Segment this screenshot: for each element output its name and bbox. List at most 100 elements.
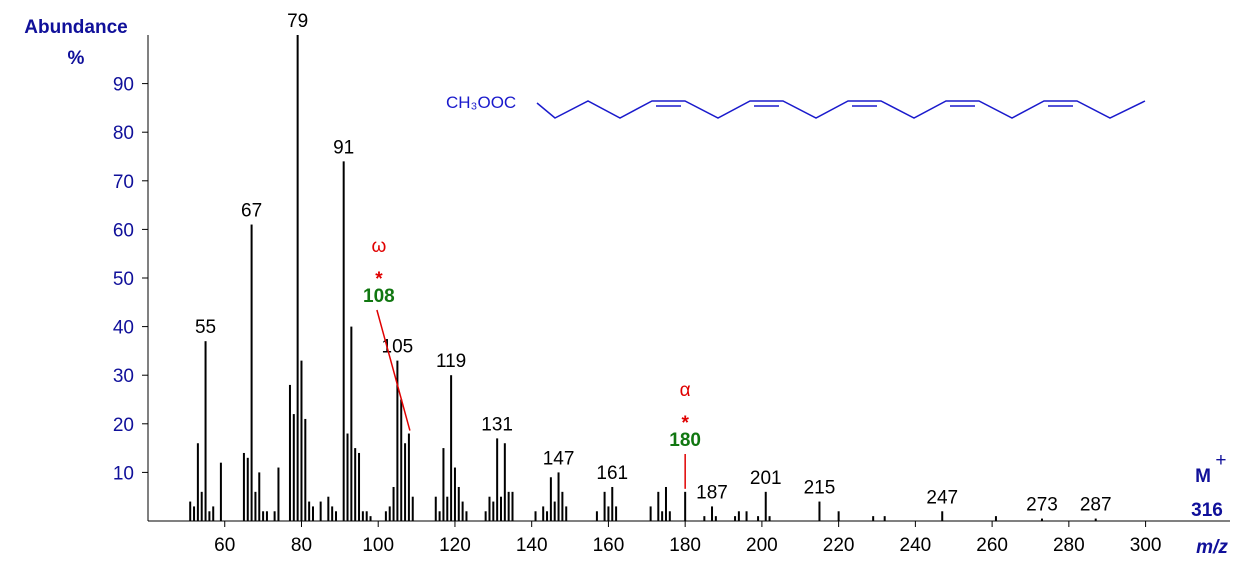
chain (536, 100, 1146, 119)
bar (446, 496, 449, 521)
bar (549, 477, 552, 521)
peak-label: 91 (333, 137, 354, 158)
bar (872, 516, 875, 521)
bar (768, 516, 771, 521)
bar (392, 486, 395, 521)
bar (534, 511, 537, 521)
x-tick-label: 120 (439, 535, 471, 556)
molecular-ion-label: M (1195, 466, 1211, 487)
bar (668, 511, 671, 521)
peak-label: 105 (382, 337, 414, 358)
bar (258, 472, 261, 521)
bar (684, 491, 687, 521)
peak-label: 201 (750, 468, 782, 489)
bar (711, 506, 714, 521)
bar (994, 516, 997, 521)
y-axis-unit: % (68, 48, 85, 69)
x-tick-label: 80 (291, 535, 312, 556)
bar (595, 511, 598, 521)
bar (465, 511, 468, 521)
bar (212, 506, 215, 521)
peak-label: 67 (241, 201, 262, 222)
bar (818, 501, 821, 521)
y-tick-label: 40 (113, 318, 134, 339)
bar (488, 496, 491, 521)
bar (277, 467, 280, 521)
peak-label: 273 (1026, 495, 1058, 516)
bar (250, 224, 253, 522)
bar (296, 35, 299, 521)
bar (714, 516, 717, 521)
bar (319, 501, 322, 521)
bar (941, 511, 944, 521)
bar (308, 501, 311, 521)
bar (450, 375, 453, 521)
bar (457, 486, 460, 521)
bar (300, 360, 303, 521)
y-tick-label: 70 (113, 172, 134, 193)
bar (883, 516, 886, 521)
peak-label: 161 (596, 463, 628, 484)
x-tick-label: 220 (823, 535, 855, 556)
bar (350, 326, 353, 521)
bar (342, 161, 345, 522)
bar (242, 452, 245, 521)
bar (246, 457, 249, 521)
bar (265, 511, 268, 521)
bar (354, 448, 357, 521)
bar (254, 491, 257, 521)
bar (737, 511, 740, 521)
bar (745, 511, 748, 521)
bar (200, 491, 203, 521)
peak-label: 55 (195, 317, 216, 338)
bar (603, 491, 606, 521)
bar (496, 438, 499, 521)
peak-label: 287 (1080, 495, 1112, 516)
bar (411, 496, 414, 521)
bar (304, 418, 307, 521)
bar (327, 496, 330, 521)
bar (1094, 518, 1097, 521)
y-tick-label: 60 (113, 220, 134, 241)
bar (546, 511, 549, 521)
bar (384, 511, 387, 521)
x-tick-label: 160 (593, 535, 625, 556)
annotation-symbol: α (680, 380, 691, 401)
bar (288, 384, 291, 521)
y-tick-label: 10 (113, 463, 134, 484)
bar (361, 511, 364, 521)
y-tick-label: 80 (113, 123, 134, 144)
y-axis-label: Abundance (24, 17, 127, 38)
bar (193, 506, 196, 521)
bar (764, 491, 767, 521)
bar (734, 516, 737, 521)
bar (837, 511, 840, 521)
annotation-number: 180 (669, 430, 701, 451)
bar (461, 501, 464, 521)
bar (1040, 518, 1043, 521)
annotation-pointer (376, 309, 411, 431)
bar (346, 433, 349, 521)
annotation-star: * (375, 269, 383, 290)
peak-label: 147 (543, 448, 575, 469)
peak-label: 119 (436, 351, 466, 372)
peak-label: 79 (287, 11, 308, 32)
bar (335, 511, 338, 521)
structure (536, 100, 1146, 119)
x-tick-label: 260 (976, 535, 1008, 556)
bar (703, 516, 706, 521)
bar (358, 452, 361, 521)
bar (208, 511, 211, 521)
bar (757, 516, 760, 521)
bar (561, 491, 564, 521)
bar (453, 467, 456, 521)
bar (388, 506, 391, 521)
x-tick-label: 200 (746, 535, 778, 556)
bar (492, 501, 495, 521)
bar (204, 341, 207, 521)
molecular-ion-mz: 316 (1191, 500, 1223, 521)
bar (507, 491, 510, 521)
structure-label: CH₃OOC (446, 93, 516, 112)
bar (396, 360, 399, 521)
